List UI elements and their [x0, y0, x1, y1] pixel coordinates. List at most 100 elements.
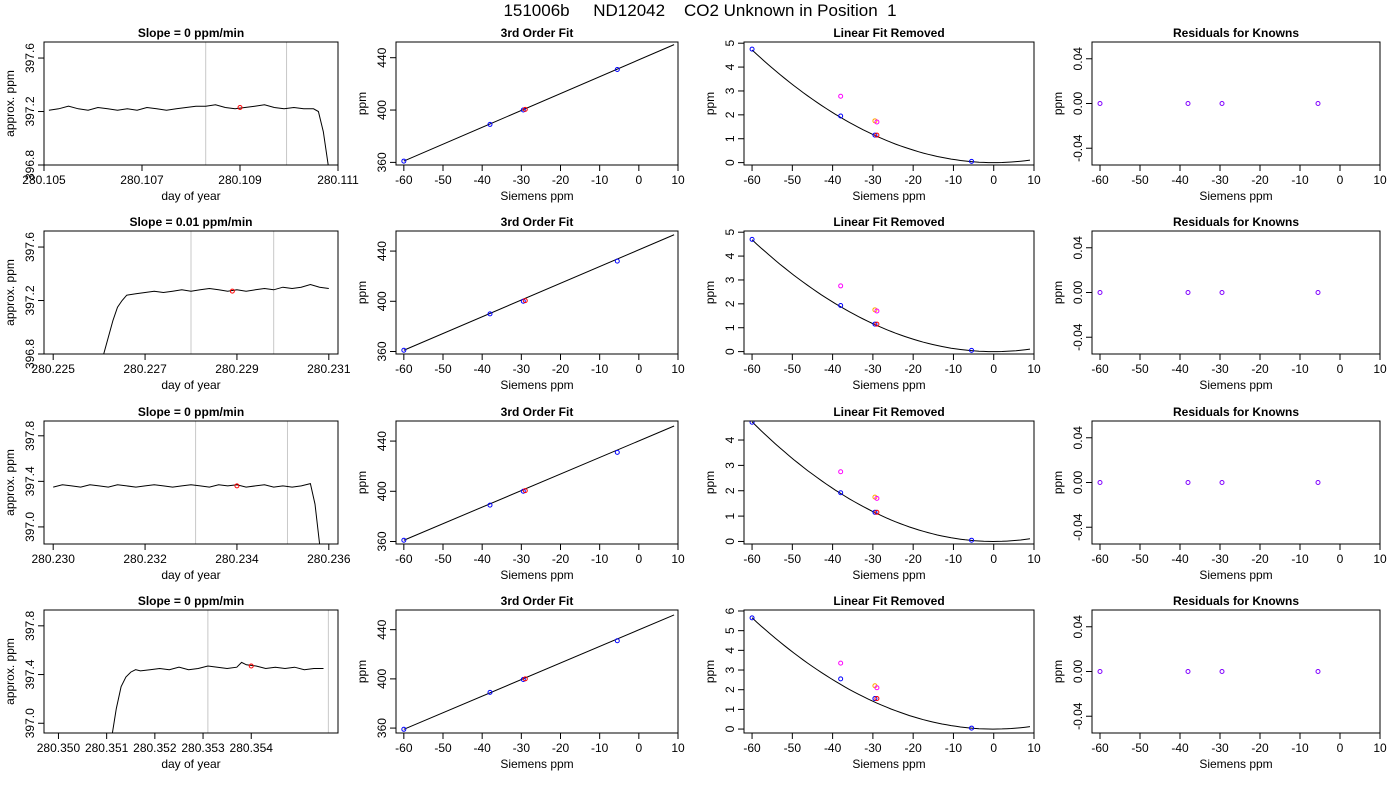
- y-tick-label: 6: [723, 607, 737, 614]
- x-tick-label: 280.353: [181, 741, 225, 755]
- panel-3-2: 3rd Order Fit Siemens ppm ppm -60 -50 -40 -30 -…: [355, 405, 685, 582]
- y-tick-label: 4: [723, 63, 737, 70]
- plot-area: [1097, 669, 1321, 674]
- x-tick-label: 10: [1027, 362, 1041, 376]
- x-tick-label: 280.107: [120, 173, 164, 187]
- x-tick-label: -30: [1211, 741, 1229, 755]
- x-tick-label: 0: [990, 173, 997, 187]
- y-tick-label: 0.00: [1071, 280, 1085, 304]
- y-tick-label: 3: [723, 87, 737, 94]
- y-tick-label: 397.8: [23, 610, 37, 640]
- x-tick-label: -60: [395, 552, 413, 566]
- x-tick-label: -50: [434, 362, 452, 376]
- series-line: [103, 283, 329, 354]
- x-tick-label: 10: [1373, 741, 1387, 755]
- data-point: [874, 308, 880, 314]
- x-axis-label: day of year: [161, 568, 220, 582]
- x-tick-label: 10: [671, 741, 685, 755]
- x-tick-label: -60: [1091, 173, 1109, 187]
- x-tick-label: -20: [1251, 362, 1269, 376]
- plot-frame: [1091, 41, 1381, 166]
- y-tick-label: 360: [375, 341, 389, 361]
- y-tick-label: -0.04: [1071, 702, 1085, 730]
- y-axis-label: ppm: [1051, 471, 1065, 494]
- x-axis-label: Siemens ppm: [852, 378, 925, 392]
- data-point: [838, 660, 844, 666]
- plot-area: [749, 615, 1031, 731]
- data-point: [1185, 101, 1191, 106]
- data-point: [1219, 101, 1225, 106]
- y-tick-label: 5: [723, 40, 737, 47]
- panel-2-2: 3rd Order Fit Siemens ppm ppm -60 -50 -40 -30 -…: [355, 215, 685, 392]
- plot-frame: [395, 230, 679, 355]
- x-tick-label: 280.111: [317, 173, 359, 187]
- panel-title: Linear Fit Removed: [833, 594, 944, 608]
- x-axis-label: Siemens ppm: [500, 757, 573, 771]
- y-axis-label: ppm: [703, 660, 717, 683]
- plot-area: [1097, 290, 1321, 295]
- y-tick-label: 400: [375, 669, 389, 689]
- data-point: [872, 509, 878, 515]
- x-tick-label: 0: [635, 173, 642, 187]
- fit-line: [403, 614, 675, 730]
- series-line: [53, 482, 321, 544]
- x-tick-label: -60: [743, 173, 761, 187]
- panel-2-1: Slope = 0.01 ppm/min day of year approx. p…: [3, 215, 351, 392]
- panel-1-4: Residuals for Knowns Siemens ppm ppm -60 -50…: [1051, 26, 1387, 203]
- x-tick-label: 10: [1373, 173, 1387, 187]
- x-tick-label: 0: [990, 552, 997, 566]
- y-tick-label: 2: [723, 686, 737, 693]
- data-point: [874, 696, 880, 702]
- y-tick-label: 3: [723, 462, 737, 469]
- x-tick-label: 0: [990, 741, 997, 755]
- panel-3-1: Slope = 0 ppm/min day of year approx. ppm 2…: [3, 405, 351, 582]
- x-tick-label: 10: [1373, 552, 1387, 566]
- x-tick-label: -30: [513, 741, 531, 755]
- data-point: [614, 638, 620, 644]
- data-point: [838, 283, 844, 289]
- panel-4-1: Slope = 0 ppm/min day of year approx. ppm 2…: [3, 594, 339, 771]
- x-tick-label: 280.352: [133, 741, 177, 755]
- x-axis-label: Siemens ppm: [500, 189, 573, 203]
- plot-area: [401, 234, 675, 353]
- plot-frame: [395, 609, 679, 734]
- x-tick-label: 0: [1337, 741, 1344, 755]
- data-point: [969, 347, 975, 353]
- y-tick-label: 397.4: [23, 659, 37, 689]
- x-tick-label: -40: [473, 552, 491, 566]
- data-point: [838, 469, 844, 475]
- panel-title: Linear Fit Removed: [833, 215, 944, 229]
- y-tick-label: 440: [375, 47, 389, 67]
- x-tick-label: -20: [1251, 173, 1269, 187]
- x-tick-label: 280.236: [307, 552, 351, 566]
- y-tick-label: 360: [375, 718, 389, 738]
- y-tick-label: 4: [723, 436, 737, 443]
- x-tick-label: 10: [671, 552, 685, 566]
- data-point: [237, 105, 243, 111]
- x-tick-label: 280.232: [123, 552, 167, 566]
- data-point: [838, 676, 844, 682]
- x-tick-label: 10: [1373, 362, 1387, 376]
- y-tick-label: 0.04: [1071, 426, 1085, 450]
- y-tick-label: 440: [375, 619, 389, 639]
- plot-frame: [43, 609, 339, 734]
- x-tick-label: 10: [1027, 741, 1041, 755]
- y-tick-label: 4: [723, 252, 737, 259]
- data-point: [749, 236, 755, 242]
- y-tick-label: 5: [723, 627, 737, 634]
- panel-2-3: Linear Fit Removed Siemens ppm ppm -60 -50 -4…: [703, 215, 1041, 392]
- x-tick-label: -50: [784, 552, 802, 566]
- x-tick-label: -50: [1131, 552, 1149, 566]
- x-tick-label: -50: [1131, 173, 1149, 187]
- panel-title: 3rd Order Fit: [501, 215, 574, 229]
- x-tick-label: -30: [864, 362, 882, 376]
- x-tick-label: 0: [1337, 552, 1344, 566]
- y-tick-label: 2: [723, 111, 737, 118]
- data-point: [614, 66, 620, 72]
- x-tick-label: -50: [434, 173, 452, 187]
- y-tick-label: 0: [723, 348, 737, 355]
- x-tick-label: 280.231: [307, 362, 351, 376]
- x-tick-label: -40: [473, 741, 491, 755]
- data-point: [1315, 290, 1321, 295]
- x-tick-label: 10: [671, 362, 685, 376]
